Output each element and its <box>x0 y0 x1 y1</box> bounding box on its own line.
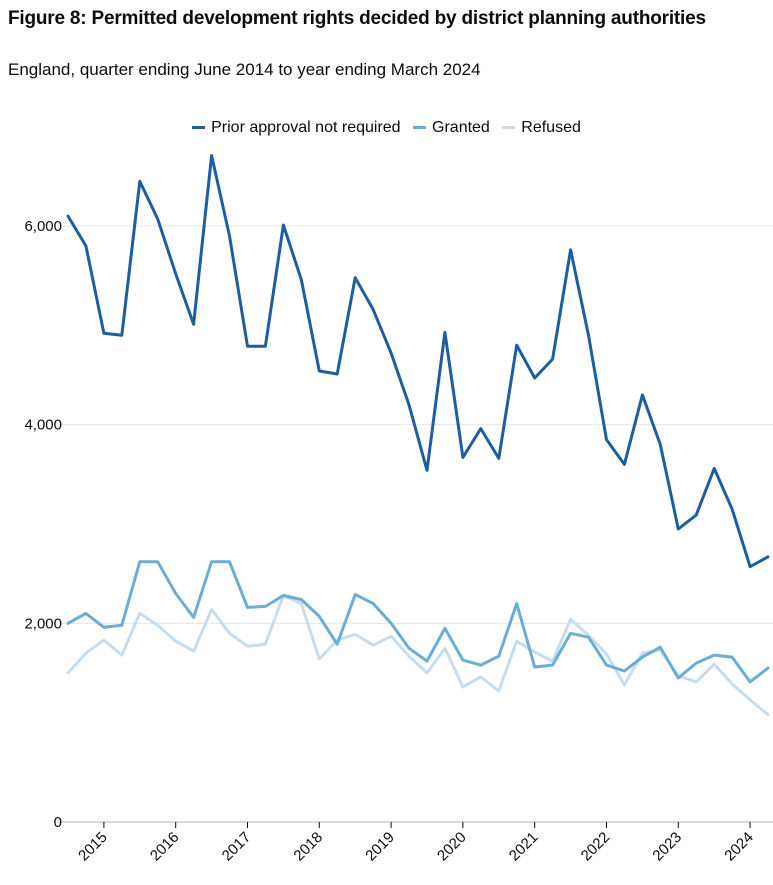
x-tick-label: 2016 <box>147 829 183 865</box>
chart-title: Figure 8: Permitted development rights d… <box>8 8 706 29</box>
series-line-granted <box>66 560 770 684</box>
x-axis-ticks: 2015 2016 2017 2018 2019 2020 2021 2022 2023 2024 <box>75 822 757 864</box>
legend-swatch-refused <box>502 126 516 130</box>
x-tick-label: 2023 <box>649 829 685 865</box>
y-axis-tick-labels: 0 2,000 4,000 6,000 <box>24 218 62 831</box>
legend-label-granted: Granted <box>432 119 490 136</box>
y-tick-label: 0 <box>54 814 62 831</box>
series-line-prior-approval-not-required <box>66 154 770 569</box>
chart-subtitle: England, quarter ending June 2014 to yea… <box>8 60 481 79</box>
y-tick-label: 4,000 <box>24 417 62 434</box>
x-tick-label: 2019 <box>362 829 398 865</box>
legend-swatch-granted <box>413 126 427 130</box>
legend-swatch-prior-approval <box>192 126 206 130</box>
chart-legend: Prior approval not required Granted Refu… <box>0 119 773 137</box>
legend-label-prior-approval: Prior approval not required <box>211 119 401 136</box>
legend-item-prior-approval: Prior approval not required <box>192 119 401 137</box>
x-tick-label: 2017 <box>219 829 255 865</box>
legend-label-refused: Refused <box>521 119 581 136</box>
y-tick-label: 2,000 <box>24 615 62 632</box>
x-tick-label: 2015 <box>75 829 111 865</box>
x-tick-label: 2021 <box>506 829 542 865</box>
x-tick-label: 2020 <box>434 829 470 865</box>
x-tick-label: 2024 <box>721 829 757 865</box>
legend-item-granted: Granted <box>413 119 490 137</box>
y-tick-label: 6,000 <box>24 218 62 235</box>
series-lines <box>66 154 770 717</box>
legend-item-refused: Refused <box>502 119 581 137</box>
x-tick-label: 2018 <box>290 829 326 865</box>
x-tick-label: 2022 <box>578 829 614 865</box>
gridlines <box>58 225 773 823</box>
